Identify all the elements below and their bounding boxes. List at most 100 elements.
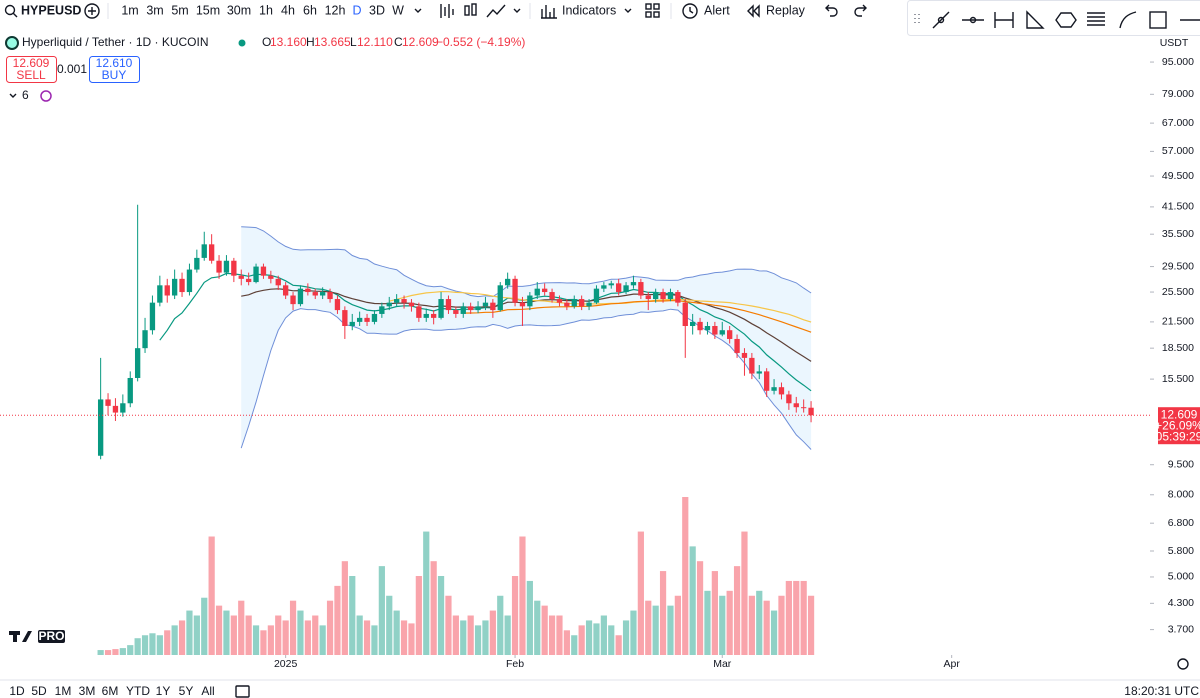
candle-body <box>327 292 333 300</box>
interval-button[interactable]: 15m <box>196 3 220 17</box>
legend-title[interactable]: Hyperliquid / Tether · 1D · KUCOIN <box>22 35 209 49</box>
volume-bar <box>578 625 585 655</box>
volume-bar <box>267 625 274 655</box>
range-button[interactable]: All <box>201 684 214 698</box>
range-button[interactable]: YTD <box>126 684 150 698</box>
volume-bar <box>741 531 748 655</box>
candle-body <box>667 292 674 300</box>
dropdown[interactable] <box>414 8 422 13</box>
y-tick-label: 4.300 <box>1168 597 1194 609</box>
shape-tool[interactable] <box>1055 12 1077 28</box>
pattern-tool[interactable] <box>1026 10 1045 29</box>
dropdown[interactable] <box>624 8 632 13</box>
volume-bar <box>704 590 711 655</box>
volume-bar <box>245 615 252 655</box>
interval-button[interactable]: 4h <box>281 3 295 17</box>
interval-button[interactable]: 30m <box>227 3 251 17</box>
y-tick-label: 79.000 <box>1162 88 1194 100</box>
volume-bar <box>563 630 570 655</box>
line-icon[interactable] <box>486 4 506 18</box>
candle-body <box>356 317 363 322</box>
volume-bar <box>800 580 807 655</box>
volume-bar <box>696 561 704 655</box>
trend-line-tool[interactable] <box>932 11 950 29</box>
drawing-toolbar <box>907 0 1200 36</box>
moving-average <box>389 290 812 323</box>
redo[interactable] <box>854 4 867 17</box>
fib-tool[interactable] <box>1087 12 1105 26</box>
candle-body <box>793 403 799 408</box>
candles-icon <box>471 3 477 16</box>
brush-tool[interactable] <box>1119 11 1137 29</box>
range-button[interactable]: 6M <box>102 684 119 698</box>
search-icon[interactable] <box>4 4 16 16</box>
chart-type-icon[interactable] <box>440 4 454 18</box>
sync-icon[interactable] <box>40 90 52 102</box>
range-button[interactable]: 5Y <box>179 684 194 698</box>
interval-button[interactable]: 6h <box>303 3 317 17</box>
interval-button[interactable]: D <box>352 3 361 17</box>
interval-button[interactable]: 1m <box>121 3 138 17</box>
add-symbol[interactable] <box>84 3 100 19</box>
volume-bar <box>378 566 385 655</box>
volume-bar <box>474 625 482 655</box>
volume-bar <box>334 585 341 655</box>
indicators-toggle[interactable] <box>9 93 17 98</box>
range-tool[interactable] <box>994 12 1014 28</box>
indicators-icon[interactable] <box>541 5 557 19</box>
y-tick-label: 9.500 <box>1168 458 1194 470</box>
axis-unit[interactable]: USDT <box>1160 37 1189 49</box>
interval-button[interactable]: 1h <box>259 3 273 17</box>
candle-body <box>467 306 474 311</box>
volume-bar <box>371 625 378 655</box>
candle-body <box>223 260 230 273</box>
buy-button[interactable] <box>89 56 140 83</box>
volume-bar <box>674 595 681 655</box>
bar-countdown: 05:39:29 <box>1156 429 1200 443</box>
logo-mark <box>9 631 32 642</box>
volume-bar <box>541 605 548 655</box>
undo[interactable] <box>825 4 838 17</box>
candle-body <box>416 306 422 318</box>
market-status[interactable] <box>238 39 246 47</box>
indicators-button[interactable]: Indicators <box>562 3 616 17</box>
range-button[interactable]: 3M <box>79 684 96 698</box>
ohlc-value: 13.665 <box>314 35 351 49</box>
range-button[interactable]: 5D <box>31 684 47 698</box>
interval-button[interactable]: 3D <box>369 3 385 17</box>
replay-icon[interactable] <box>747 4 760 18</box>
symbol[interactable]: HYPEUSD <box>21 3 81 17</box>
legend: Hyperliquid / Tether · 1D · KUCOIN O 13.… <box>5 35 525 102</box>
dropdown[interactable] <box>513 8 521 13</box>
drag-handle[interactable] <box>914 14 920 23</box>
volume-bar <box>238 600 245 655</box>
alert-icon[interactable] <box>682 3 698 19</box>
moving-average <box>241 288 812 362</box>
range-button[interactable]: 1D <box>9 684 25 698</box>
alert-button[interactable]: Alert <box>704 3 730 17</box>
replay-button[interactable]: Replay <box>766 3 806 17</box>
range-button[interactable]: 1Y <box>156 684 171 698</box>
layout-icon <box>645 11 652 18</box>
y-tick-label: 49.500 <box>1162 170 1194 182</box>
volume-bar <box>756 590 763 655</box>
volume-bar <box>807 595 815 655</box>
volume-bar <box>645 600 652 655</box>
rectangle-tool[interactable] <box>1149 11 1167 29</box>
candle-body <box>238 275 244 279</box>
range-button[interactable]: 1M <box>55 684 72 698</box>
volume-bar <box>659 571 667 655</box>
interval-button[interactable]: 12h <box>325 3 346 17</box>
candles-icon[interactable] <box>464 5 470 16</box>
tv-logo: PRO <box>9 629 65 643</box>
volume-bar <box>622 620 630 655</box>
interval-button[interactable]: 3m <box>146 3 163 17</box>
interval-button[interactable]: 5m <box>171 3 188 17</box>
settings-icon[interactable] <box>1177 658 1189 670</box>
volume-bar <box>252 625 260 655</box>
sell-button[interactable] <box>6 56 57 83</box>
date-range-icon[interactable] <box>235 685 250 698</box>
interval-button[interactable]: W <box>392 3 404 17</box>
candle-body <box>497 285 503 311</box>
layout-icon[interactable] <box>645 3 652 10</box>
